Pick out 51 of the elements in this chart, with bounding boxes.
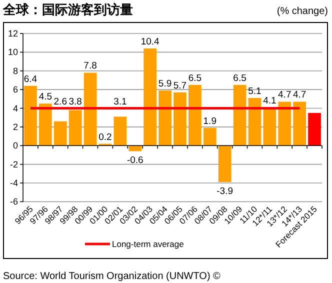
y-tick-label: 12 bbox=[8, 28, 18, 38]
data-label: -0.6 bbox=[126, 155, 144, 166]
data-label: -3.9 bbox=[216, 186, 234, 198]
bar bbox=[293, 102, 306, 146]
text: (% change) bbox=[276, 6, 328, 17]
legend-label: Long-term average bbox=[112, 239, 184, 249]
bar bbox=[54, 121, 67, 146]
data-label: 5.1 bbox=[248, 86, 262, 97]
y-tick-label: -6 bbox=[10, 196, 18, 207]
bar bbox=[233, 84, 246, 146]
data-label: 3.1 bbox=[114, 96, 127, 108]
data-label: 7.8 bbox=[84, 60, 97, 72]
bar bbox=[24, 86, 37, 146]
bar bbox=[144, 48, 157, 146]
y-tick-label: -4 bbox=[10, 178, 18, 188]
bar bbox=[218, 146, 232, 182]
bar bbox=[128, 146, 142, 152]
bar bbox=[278, 102, 292, 146]
data-label: 6.5 bbox=[188, 72, 202, 84]
bar bbox=[203, 128, 216, 146]
bar bbox=[158, 90, 172, 146]
bar bbox=[114, 116, 127, 146]
bar bbox=[248, 98, 262, 146]
data-label: 4.5 bbox=[38, 92, 52, 103]
data-label: 5.9 bbox=[158, 78, 172, 90]
data-label: 3.8 bbox=[68, 96, 82, 108]
bar bbox=[84, 72, 97, 146]
y-tick-label: 2 bbox=[12, 122, 18, 132]
bar bbox=[308, 112, 321, 146]
source-note: Source: World Tourism Organization (UNWTO) © bbox=[3, 271, 222, 282]
data-label: 4.7 bbox=[278, 90, 292, 101]
y-tick-label: -2 bbox=[10, 159, 18, 170]
data-label: 1.9 bbox=[203, 116, 216, 127]
y-tick-label: 0 bbox=[12, 140, 18, 151]
y-tick-label: 6 bbox=[12, 84, 18, 95]
chart-title: 全球：国际游客到访量 bbox=[2, 2, 133, 18]
data-label: 5.7 bbox=[173, 80, 187, 92]
data-label: 6.5 bbox=[233, 72, 246, 84]
bar bbox=[68, 110, 82, 146]
y-tick-label: 4 bbox=[12, 103, 18, 114]
data-label: 2.6 bbox=[54, 96, 67, 108]
bar bbox=[38, 104, 52, 146]
y-tick-label: 8 bbox=[12, 66, 18, 76]
data-label: 10.4 bbox=[140, 36, 160, 48]
data-label: 6.4 bbox=[24, 74, 38, 85]
bar bbox=[188, 84, 202, 146]
data-label: 0.2 bbox=[98, 132, 112, 143]
y-tick-label: 10 bbox=[8, 47, 18, 58]
bar bbox=[174, 92, 186, 146]
data-label: 4.7 bbox=[292, 90, 306, 101]
data-label: 4.1 bbox=[263, 95, 276, 106]
